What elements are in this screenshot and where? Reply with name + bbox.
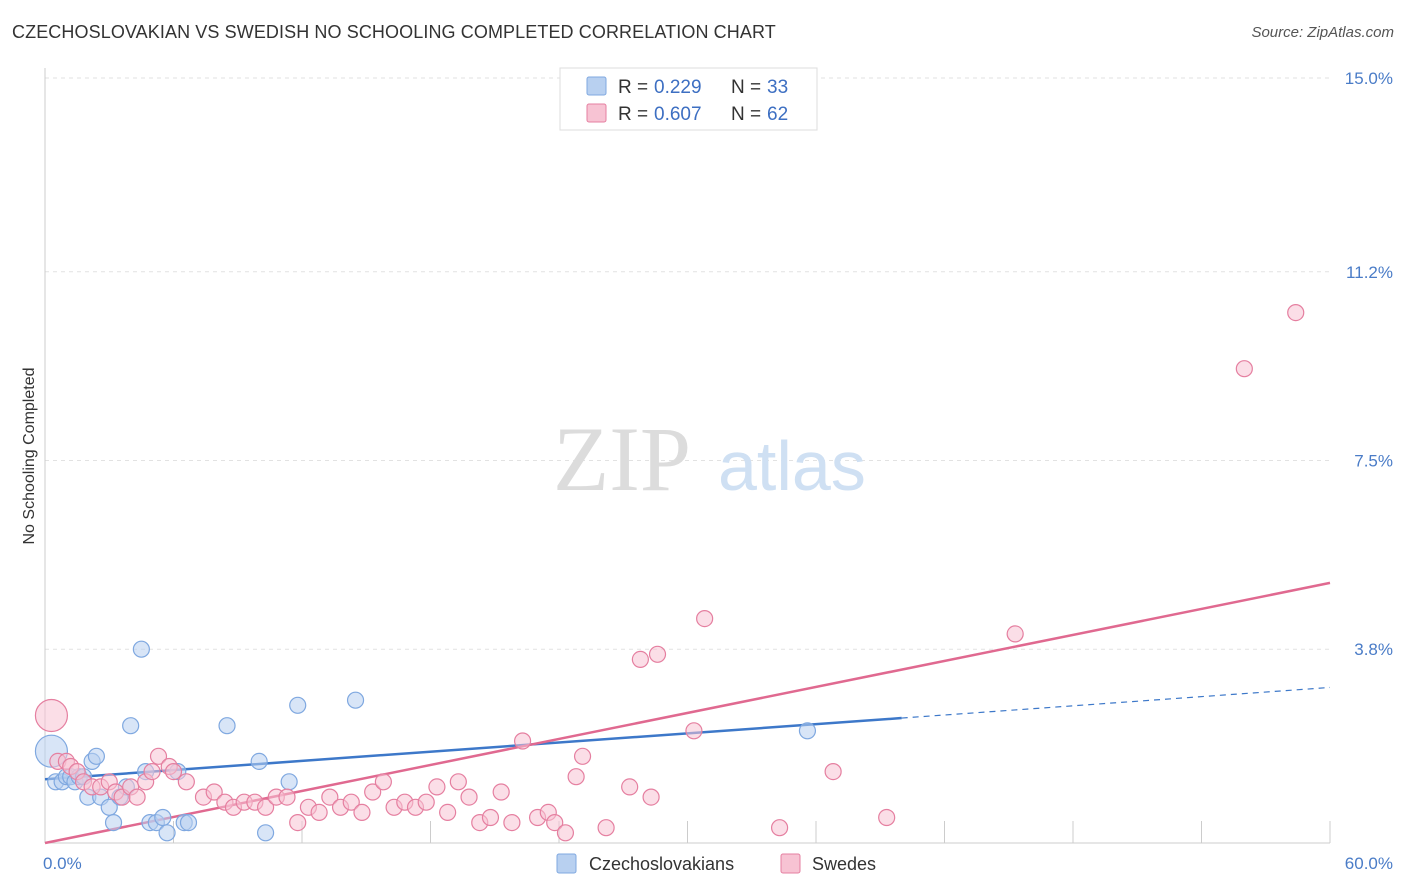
swedes-point-47 — [492, 783, 510, 801]
chart-title: CZECHOSLOVAKIAN VS SWEDISH NO SCHOOLING … — [12, 22, 776, 42]
y-tick-labels: 3.8% 7.5% 11.2% 15.0% — [1345, 69, 1393, 659]
czech-point-28 — [256, 824, 275, 842]
czech-point-30 — [289, 696, 307, 714]
czech-trend-line — [44, 716, 902, 781]
grid-lines — [45, 77, 1330, 650]
svg-text:62: 62 — [767, 104, 788, 125]
swedes-point-15 — [149, 747, 168, 765]
czech-point-22 — [158, 824, 176, 842]
czech-point-27 — [250, 752, 268, 771]
watermark-atlas: atlas — [718, 427, 866, 505]
czech-point-29 — [280, 773, 298, 791]
swedes-point-14 — [143, 762, 161, 781]
swedes-point-62 — [696, 609, 714, 628]
swedes-point-42 — [439, 803, 457, 822]
data-points — [34, 304, 1305, 842]
svg-text:N =: N = — [731, 77, 761, 98]
swedes-point-35 — [364, 783, 382, 801]
swedes-point-54 — [567, 768, 585, 786]
swedes-point-25 — [256, 798, 275, 816]
czech-trend-extension — [901, 686, 1331, 719]
svg-text:0.607: 0.607 — [654, 104, 702, 125]
swedes-point-31 — [321, 788, 339, 806]
swedes-point-46 — [481, 808, 500, 827]
svg-text:Czechoslovakians: Czechoslovakians — [589, 854, 734, 874]
czech-point-10 — [87, 747, 106, 765]
swedes-point-52 — [546, 813, 564, 832]
swedes-point-63 — [770, 819, 789, 837]
legend-swatch-czech — [586, 76, 607, 96]
legend-box: R = 0.229 N = 33 R = 0.607 N = 62 — [559, 67, 818, 131]
czech-point-17 — [132, 640, 150, 658]
source-label: Source: ZipAtlas.com — [1251, 24, 1394, 41]
x-tick-label-min: 0.0% — [43, 854, 82, 873]
swedes-point-36 — [374, 773, 392, 791]
czech-point-16 — [122, 717, 140, 735]
swedes-point-18 — [177, 773, 195, 791]
y-tick-label-1: 7.5% — [1354, 452, 1393, 471]
swedes-point-0 — [34, 698, 69, 733]
swedes-point-58 — [631, 650, 649, 669]
czech-point-31 — [346, 691, 365, 709]
y-axis-label: No Schooling Completed — [21, 368, 38, 545]
swedes-point-67 — [1235, 360, 1253, 378]
czech-point-32 — [798, 722, 817, 740]
legend-swatch-swedes — [586, 103, 607, 123]
y-tick-label-2: 11.2% — [1346, 263, 1393, 282]
swedes-point-41 — [428, 778, 446, 796]
swedes-point-28 — [289, 813, 307, 832]
swedes-point-49 — [513, 732, 532, 750]
swedes-point-27 — [278, 788, 296, 806]
swedes-point-57 — [621, 778, 639, 796]
svg-text:33: 33 — [767, 77, 788, 98]
swedes-point-66 — [1006, 625, 1024, 643]
swedes-point-40 — [417, 793, 435, 811]
swedes-point-34 — [353, 803, 371, 822]
czech-point-13 — [104, 813, 123, 832]
swedes-point-55 — [573, 747, 592, 765]
swedes-point-48 — [503, 813, 521, 832]
swedes-point-68 — [1287, 304, 1305, 322]
swedes-point-61 — [685, 722, 703, 740]
czech-point-26 — [218, 717, 236, 735]
swedes-point-44 — [460, 788, 478, 806]
swedes-point-64 — [824, 762, 842, 781]
svg-text:R =: R = — [618, 77, 648, 98]
czech-point-25 — [179, 813, 198, 832]
bottom-legend-swatch-czech — [556, 853, 577, 874]
swedes-point-60 — [648, 645, 667, 663]
swedes-point-53 — [556, 824, 575, 842]
svg-text:0.229: 0.229 — [654, 77, 702, 98]
swedes-point-59 — [642, 788, 660, 806]
swedes-point-17 — [164, 762, 183, 781]
swedes-point-30 — [310, 803, 328, 822]
svg-text:Swedes: Swedes — [812, 854, 876, 874]
watermark-zip: ZIP — [553, 408, 691, 510]
czech-point-21 — [154, 808, 172, 827]
swedes-point-12 — [128, 788, 146, 806]
svg-text:R =: R = — [618, 104, 648, 125]
bottom-legend-swatch-swedes — [780, 853, 801, 874]
swedes-point-20 — [205, 783, 223, 801]
x-tick-label-max: 60.0% — [1345, 854, 1393, 873]
swedes-point-56 — [597, 819, 615, 837]
swedes-point-65 — [878, 808, 896, 827]
x-tick-labels: 0.0% 60.0% — [43, 854, 1393, 873]
swedes-point-43 — [449, 773, 467, 791]
y-tick-label-3: 15.0% — [1345, 69, 1393, 88]
bottom-legend: Czechoslovakians Swedes — [556, 853, 876, 874]
svg-text:N =: N = — [731, 104, 761, 125]
swedes-point-33 — [342, 793, 360, 811]
y-tick-label-0: 3.8% — [1354, 640, 1393, 659]
